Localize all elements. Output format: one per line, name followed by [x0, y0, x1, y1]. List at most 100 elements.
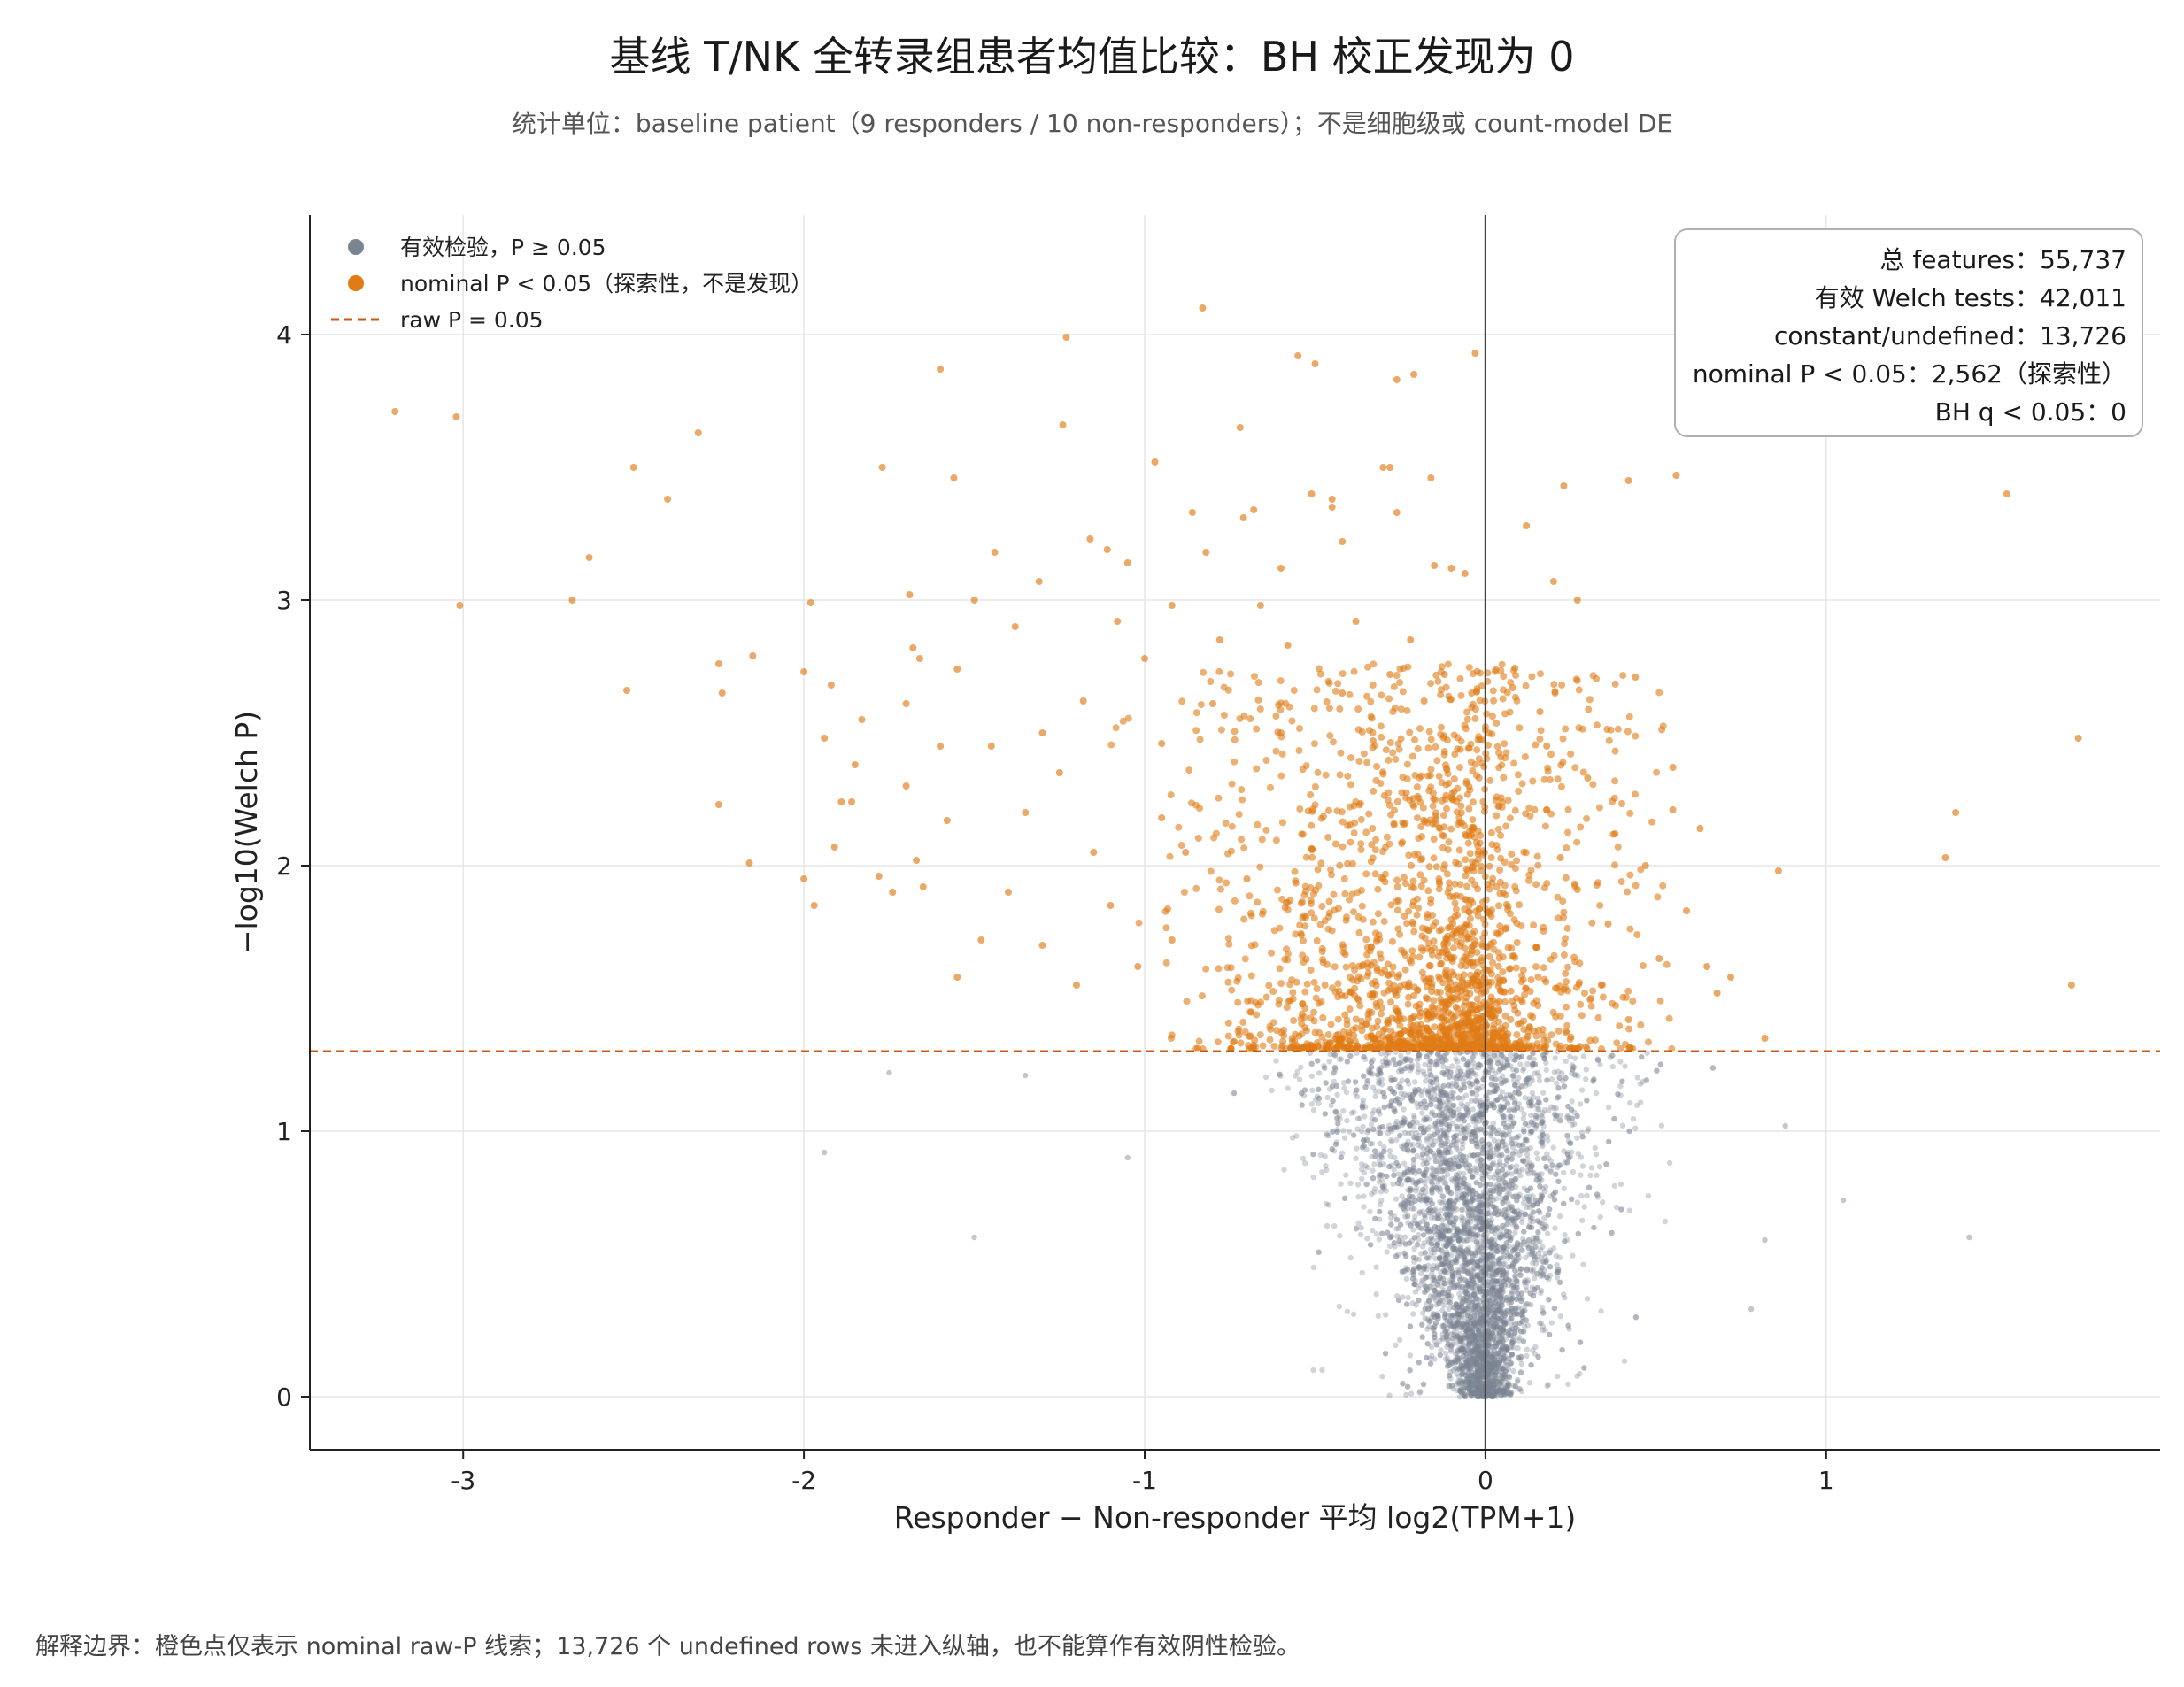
ns-point: [1447, 1318, 1454, 1324]
ns-point: [1445, 1186, 1451, 1193]
ns-point: [1471, 1374, 1478, 1381]
ns-point: [1442, 1350, 1449, 1357]
ns-point: [1475, 1153, 1482, 1159]
ns-point: [1518, 1306, 1525, 1313]
ns-point: [1505, 1122, 1511, 1129]
ns-point: [1594, 1194, 1601, 1200]
ns-point: [1522, 1211, 1529, 1218]
ns-point: [1398, 1090, 1404, 1097]
ns-point: [1508, 1321, 1514, 1327]
ns-point: [1438, 1142, 1444, 1148]
ns-point: [1440, 1275, 1447, 1283]
ns-point: [1350, 1311, 1357, 1318]
ns-point: [1488, 1102, 1494, 1109]
ns-point: [1513, 1175, 1519, 1182]
ns-point: [1361, 1169, 1368, 1176]
ns-point: [1459, 1137, 1465, 1144]
ns-point: [1447, 1299, 1454, 1306]
ns-point: [1509, 1340, 1516, 1346]
ns-point: [1709, 1065, 1717, 1071]
ns-point: [1437, 1091, 1444, 1098]
ns-point: [1499, 1138, 1506, 1145]
ns-point: [1441, 1113, 1447, 1120]
ns-point: [1492, 1391, 1499, 1398]
ns-point: [1376, 1174, 1382, 1180]
ns-point: [1422, 1173, 1428, 1179]
ns-point: [1457, 1348, 1463, 1354]
ns-point: [1372, 1117, 1378, 1123]
ns-point: [1494, 1060, 1501, 1067]
ns-point: [1455, 1269, 1462, 1276]
ns-point: [1473, 1169, 1479, 1175]
ns-point: [1413, 1188, 1419, 1194]
ns-point: [1456, 1337, 1463, 1344]
ns-point: [1512, 1273, 1518, 1279]
ns-point: [1431, 1274, 1437, 1280]
ns-point: [1465, 1108, 1471, 1115]
ns-point: [1391, 1240, 1397, 1246]
ns-point: [1470, 1282, 1476, 1288]
ns-point: [1384, 1249, 1390, 1255]
ns-point: [1486, 1303, 1493, 1309]
ns-point: [1409, 1300, 1416, 1306]
ns-point: [1436, 1291, 1442, 1298]
ns-point: [1457, 1285, 1464, 1292]
ns-point: [1408, 1064, 1415, 1070]
ns-point: [1422, 1180, 1428, 1186]
ns-point: [1372, 1153, 1378, 1159]
ns-point: [1407, 1067, 1414, 1074]
ns-point: [1488, 1130, 1494, 1137]
ns-point: [1344, 1308, 1351, 1315]
ns-point: [1427, 1360, 1434, 1367]
ns-point: [1571, 1055, 1578, 1061]
ns-point: [1404, 1055, 1411, 1062]
ns-point: [1544, 1383, 1551, 1390]
ns-point: [1449, 1112, 1455, 1119]
ns-point: [1514, 1245, 1520, 1252]
ns-point: [1529, 1090, 1536, 1097]
ns-point: [1486, 1376, 1493, 1383]
ns-point: [1460, 1296, 1467, 1302]
ns-point: [1569, 1098, 1575, 1105]
ns-point: [1399, 1067, 1405, 1075]
ns-point: [1456, 1290, 1462, 1298]
ns-point: [1516, 1191, 1523, 1198]
ns-point: [1491, 1355, 1498, 1361]
ns-point: [1377, 1162, 1383, 1168]
ns-point: [1438, 1160, 1444, 1167]
ns-point: [1463, 1061, 1470, 1067]
ns-point: [1485, 1328, 1491, 1334]
ns-point: [1486, 1368, 1493, 1375]
ns-point: [1457, 1295, 1463, 1301]
ns-point: [1462, 1075, 1469, 1081]
ns-point: [1509, 1185, 1515, 1192]
ns-point: [1392, 1076, 1398, 1083]
ns-point: [1394, 1123, 1401, 1129]
ns-point: [1429, 1266, 1436, 1273]
ns-point: [1479, 1349, 1486, 1356]
ns-point: [1455, 1354, 1461, 1360]
ns-point: [1455, 1162, 1461, 1168]
ns-point: [1411, 1245, 1417, 1252]
ns-point: [1417, 1123, 1424, 1130]
ns-point: [1493, 1076, 1499, 1082]
ns-point: [1405, 1177, 1412, 1183]
ns-point: [1423, 1175, 1430, 1182]
ns-point: [1435, 1056, 1442, 1062]
ns-point: [1472, 1233, 1479, 1240]
ns-point: [1488, 1352, 1494, 1358]
ns-point: [1403, 1142, 1410, 1148]
ns-point: [1536, 1077, 1543, 1084]
ns-point: [1438, 1347, 1444, 1353]
ns-point: [1442, 1140, 1449, 1147]
ns-point: [1511, 1220, 1517, 1226]
ns-point: [1508, 1306, 1515, 1312]
ns-point: [1521, 1111, 1527, 1117]
ns-point: [1377, 1111, 1383, 1117]
ns-point: [1331, 1222, 1338, 1229]
ns-point: [1502, 1384, 1509, 1391]
ns-point: [1615, 1091, 1621, 1098]
ns-point: [1429, 1190, 1435, 1196]
ns-point: [1523, 1076, 1530, 1083]
ns-point: [1353, 1226, 1360, 1232]
